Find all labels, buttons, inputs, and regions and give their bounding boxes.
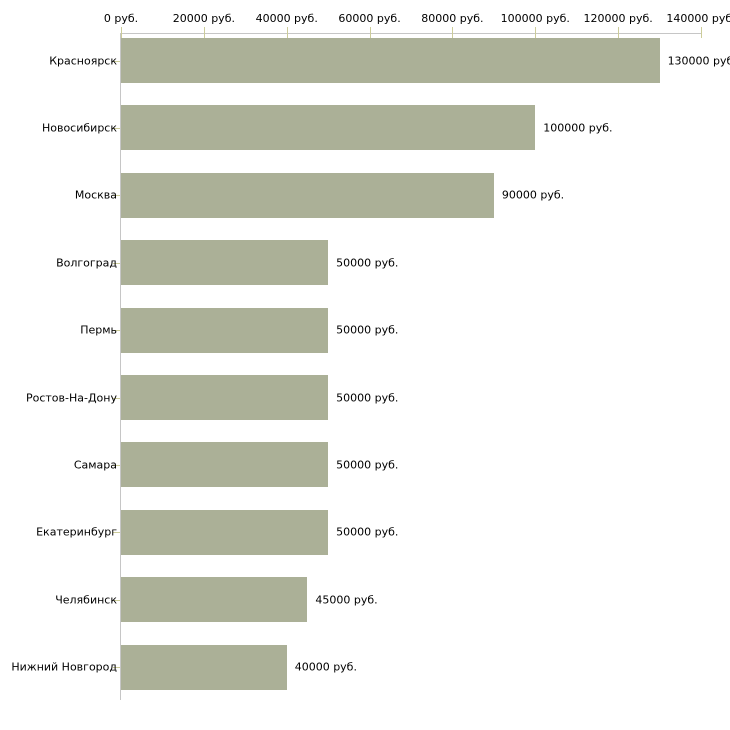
value-label: 50000 руб. [336,525,399,539]
value-label: 45000 руб. [315,593,378,607]
value-label: 50000 руб. [336,323,399,337]
y-axis-tick [113,667,120,668]
bar [121,577,308,623]
x-axis-tick-label: 20000 руб. [172,12,235,25]
bar [121,644,287,690]
bar [121,172,494,218]
category-label: Ростов-На-Дону [25,391,117,404]
x-axis-tick [203,27,205,38]
x-axis-tick-label: 80000 руб. [421,12,484,25]
x-axis-tick-label: 0 руб. [103,12,139,25]
bar [121,38,660,83]
category-label: Самара [73,458,117,472]
category-label: Волгоград [56,256,117,270]
x-axis-tick-label: 100000 руб. [500,12,570,25]
value-label: 50000 руб. [336,391,399,404]
category-label: Новосибирск [41,121,117,135]
x-axis-tick-label: 140000 руб. [666,12,730,25]
category-label: Пермь [80,323,117,337]
x-axis-tick [286,27,288,38]
bar [121,240,329,286]
value-label: 130000 руб. [667,54,730,67]
value-label: 50000 руб. [336,256,399,270]
bar [121,375,329,420]
y-axis-tick [113,61,120,62]
y-axis-tick [113,600,120,601]
y-axis-tick [113,398,120,399]
category-label: Екатеринбург [36,525,117,539]
bar [121,307,329,353]
bar [121,509,329,555]
category-label: Нижний Новгород [11,660,117,674]
value-label: 50000 руб. [336,458,399,472]
value-label: 100000 руб. [543,121,613,135]
x-axis-tick [535,27,537,38]
x-axis-tick [121,27,122,38]
x-axis-line [121,33,701,34]
y-axis-tick [113,532,120,533]
bar [121,105,536,151]
x-axis-tick [618,27,620,38]
category-label: Челябинск [55,593,117,607]
y-axis-tick [113,128,120,129]
x-axis-tick-label: 40000 руб. [255,12,318,25]
x-axis-tick-label: 60000 руб. [338,12,401,25]
y-axis-tick [113,330,120,331]
x-axis-tick-label: 120000 руб. [583,12,653,25]
y-axis-tick [113,263,120,264]
y-axis-line [120,33,121,700]
category-label: Москва [74,188,117,202]
bar [121,442,329,488]
y-axis-tick [113,195,120,196]
value-label: 90000 руб. [501,188,565,202]
category-label: Красноярск [49,54,117,67]
x-axis-tick [452,27,454,38]
y-axis-tick [113,465,120,466]
value-label: 40000 руб. [294,660,357,674]
x-axis-tick [701,27,702,38]
x-axis-tick [369,27,371,38]
